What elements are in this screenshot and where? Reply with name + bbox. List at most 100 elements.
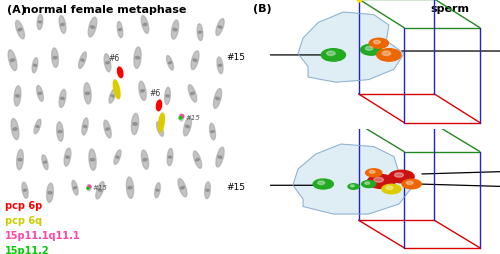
- Ellipse shape: [158, 114, 164, 133]
- Ellipse shape: [98, 189, 102, 192]
- Ellipse shape: [218, 27, 222, 29]
- Ellipse shape: [184, 118, 192, 136]
- Ellipse shape: [168, 62, 172, 65]
- Ellipse shape: [156, 122, 164, 137]
- Ellipse shape: [166, 96, 169, 98]
- Ellipse shape: [143, 159, 147, 161]
- Ellipse shape: [44, 162, 46, 164]
- Ellipse shape: [18, 159, 22, 161]
- Ellipse shape: [140, 90, 144, 93]
- Ellipse shape: [167, 149, 173, 166]
- Ellipse shape: [53, 57, 57, 60]
- Circle shape: [386, 186, 393, 190]
- Ellipse shape: [142, 17, 148, 34]
- Ellipse shape: [89, 149, 96, 171]
- Ellipse shape: [106, 128, 110, 131]
- Ellipse shape: [133, 123, 137, 126]
- Circle shape: [180, 115, 184, 119]
- Ellipse shape: [204, 182, 210, 199]
- Ellipse shape: [10, 59, 14, 62]
- Circle shape: [370, 171, 375, 173]
- Ellipse shape: [52, 49, 59, 68]
- Ellipse shape: [84, 126, 86, 128]
- Ellipse shape: [158, 129, 162, 131]
- Ellipse shape: [118, 68, 123, 78]
- Ellipse shape: [166, 56, 173, 71]
- Circle shape: [377, 50, 401, 62]
- Ellipse shape: [104, 121, 111, 138]
- Ellipse shape: [66, 156, 70, 159]
- Circle shape: [402, 180, 421, 189]
- Ellipse shape: [16, 21, 24, 40]
- Ellipse shape: [59, 17, 66, 34]
- Circle shape: [350, 185, 354, 187]
- Ellipse shape: [156, 189, 159, 192]
- Circle shape: [389, 171, 414, 183]
- Circle shape: [88, 185, 91, 188]
- Ellipse shape: [82, 118, 88, 136]
- Ellipse shape: [32, 58, 38, 74]
- Ellipse shape: [109, 89, 116, 104]
- Ellipse shape: [81, 60, 84, 62]
- Ellipse shape: [114, 150, 121, 165]
- Ellipse shape: [72, 181, 78, 195]
- Text: 15p11.2: 15p11.2: [5, 245, 50, 254]
- Ellipse shape: [193, 60, 197, 62]
- Text: normal female metaphase: normal female metaphase: [24, 5, 186, 15]
- Circle shape: [394, 173, 404, 178]
- Circle shape: [368, 175, 395, 189]
- Circle shape: [382, 52, 390, 56]
- Text: pcp 6q: pcp 6q: [5, 215, 42, 225]
- Ellipse shape: [118, 22, 122, 39]
- Ellipse shape: [143, 24, 147, 27]
- Ellipse shape: [116, 156, 119, 158]
- Ellipse shape: [191, 93, 194, 95]
- Text: 15p11.1q11.1: 15p11.1q11.1: [5, 230, 80, 240]
- Ellipse shape: [60, 98, 64, 100]
- Ellipse shape: [59, 90, 66, 108]
- Ellipse shape: [8, 51, 17, 71]
- Ellipse shape: [217, 58, 223, 74]
- Ellipse shape: [16, 150, 24, 170]
- Text: #15: #15: [226, 53, 245, 61]
- Ellipse shape: [132, 114, 138, 135]
- Circle shape: [348, 184, 359, 189]
- Circle shape: [362, 181, 376, 188]
- Ellipse shape: [114, 81, 120, 99]
- Ellipse shape: [37, 15, 43, 30]
- Text: pcp 6p: pcp 6p: [5, 201, 42, 211]
- Ellipse shape: [139, 82, 146, 101]
- Ellipse shape: [60, 24, 64, 26]
- Circle shape: [365, 182, 370, 185]
- Polygon shape: [298, 13, 404, 83]
- Ellipse shape: [188, 85, 196, 103]
- Ellipse shape: [90, 27, 94, 29]
- Ellipse shape: [106, 62, 110, 65]
- Ellipse shape: [218, 65, 222, 67]
- Ellipse shape: [38, 22, 42, 24]
- Ellipse shape: [214, 89, 222, 109]
- Circle shape: [366, 169, 382, 177]
- Polygon shape: [293, 145, 412, 214]
- Ellipse shape: [206, 189, 209, 192]
- Ellipse shape: [18, 29, 22, 32]
- Ellipse shape: [194, 151, 202, 169]
- Ellipse shape: [191, 52, 199, 70]
- Text: #15: #15: [186, 114, 200, 120]
- Text: (A): (A): [8, 5, 26, 15]
- Ellipse shape: [88, 18, 97, 38]
- Ellipse shape: [22, 182, 28, 199]
- Circle shape: [321, 50, 345, 62]
- Ellipse shape: [211, 131, 214, 133]
- Ellipse shape: [13, 128, 17, 131]
- Ellipse shape: [36, 126, 39, 128]
- Ellipse shape: [86, 93, 89, 95]
- Ellipse shape: [42, 155, 48, 170]
- Ellipse shape: [216, 20, 224, 36]
- Ellipse shape: [14, 86, 21, 107]
- Ellipse shape: [164, 88, 170, 105]
- Circle shape: [374, 41, 380, 44]
- Ellipse shape: [216, 148, 224, 167]
- Circle shape: [318, 181, 325, 185]
- Ellipse shape: [128, 187, 132, 189]
